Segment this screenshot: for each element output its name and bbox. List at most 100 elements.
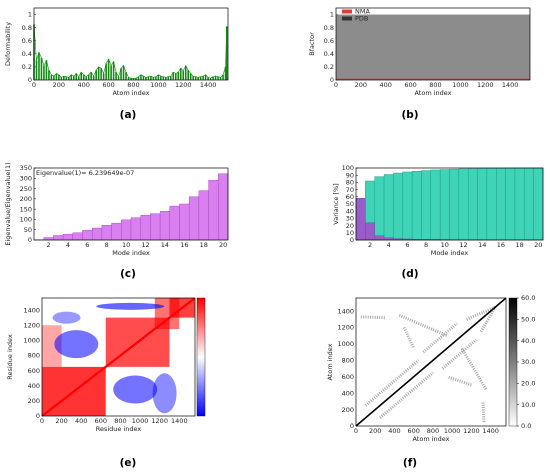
y-tick-label: 1 [28, 11, 32, 19]
contact-band [398, 313, 448, 338]
plot-frame [33, 7, 229, 81]
y-tick-label: 10 [346, 229, 354, 237]
y-axis-label: Residue index [6, 334, 14, 380]
y-tick-label: 0.8 [22, 24, 32, 32]
x-tick-label: 1000 [132, 417, 149, 425]
y-tick-label: 0 [350, 236, 354, 244]
y-tick-label: 30 [346, 215, 354, 223]
y-tick-label: 0 [330, 76, 334, 84]
x-tick-label: 6 [405, 241, 409, 249]
y-tick-label: 60 [346, 193, 354, 201]
y-axis-label: Bfactor [308, 32, 316, 56]
diagonal-line [355, 297, 507, 427]
y-tick-label: 70 [346, 186, 354, 194]
cumulative-variance-bar [374, 176, 385, 241]
y-axis-label: Eigenvalue/Eigenvalue(1) [4, 162, 12, 245]
x-axis-label: Mode index [112, 249, 150, 257]
x-tick-label: 1200 [151, 417, 168, 425]
cumulative-variance-bar [458, 168, 469, 241]
cumulative-variance-bar [514, 167, 525, 241]
x-tick-label: 800 [429, 81, 441, 89]
eigenvalue-bar [82, 229, 93, 241]
y-tick-label: 250 [20, 185, 32, 193]
x-tick-label: 1200 [477, 81, 494, 89]
panel-d-variance-plot: 2 4 6 8 10 12 14 16 18 200102030405060708090100Mo… [332, 164, 544, 257]
y-tick-label: 0.4 [22, 50, 32, 58]
y-tick-label: 50 [346, 200, 354, 208]
y-tick-label: 0.2 [22, 63, 32, 71]
y-tick-label: 600 [28, 367, 40, 375]
x-axis-label: Mode index [431, 249, 469, 257]
panel-label-f: (f) [403, 457, 417, 469]
y-axis-label: Deformability [4, 22, 12, 66]
eigenvalue-bar [169, 205, 180, 241]
eigenvalue-annotation: Eigenvalue(1)= 6.239649e-07 [36, 169, 134, 177]
cumulative-variance-bar [402, 171, 413, 241]
eigenvalue-bar [43, 237, 54, 241]
colorbar-tick-label: 40.0 [521, 337, 535, 345]
colorbar-tick-label: 0.0 [521, 422, 531, 430]
negative-correlation-region [54, 330, 99, 359]
plot-frame [355, 297, 507, 427]
individual-variance-bar [355, 198, 366, 241]
x-tick-label: 0 [354, 427, 358, 435]
x-axis-label: Atom index [412, 435, 449, 443]
eigenvalue-bar [140, 215, 151, 241]
x-tick-label: 600 [404, 81, 416, 89]
panel-label-e: (e) [120, 457, 137, 469]
eigenvalue-bar [111, 222, 122, 241]
panel-c-eigenvalue-plot: 2 4 6 8 10 12 14 16 18 20050100150200250300350Mod… [4, 162, 229, 257]
x-tick-label: 2 [368, 241, 372, 249]
x-tick-label: 200 [55, 417, 67, 425]
x-tick-label: 800 [127, 81, 139, 89]
y-tick-label: 1000 [337, 340, 354, 348]
x-tick-label: 1400 [200, 81, 217, 89]
x-tick-label: 400 [380, 81, 392, 89]
x-tick-label: 20 [534, 241, 542, 249]
contact-band [402, 326, 416, 349]
contact-band [460, 347, 488, 390]
colorbar-tick-label: 60.0 [521, 294, 535, 302]
x-tick-label: 20 [219, 241, 227, 249]
x-tick-label: 200 [355, 81, 367, 89]
colorbar-tick-label: 30.0 [521, 358, 535, 366]
x-tick-label: 4 [66, 241, 70, 249]
x-tick-label: 14 [478, 241, 486, 249]
cumulative-variance-bar [477, 168, 488, 241]
x-tick-label: 400 [78, 81, 90, 89]
x-tick-label: 18 [200, 241, 208, 249]
y-axis-label: Atom index [326, 343, 334, 380]
cumulative-variance-bar [411, 171, 422, 241]
eigenvalue-bar [188, 196, 200, 241]
y-tick-label: 0.6 [22, 37, 32, 45]
y-tick-label: 90 [346, 171, 354, 179]
x-tick-label: 800 [427, 427, 439, 435]
y-tick-label: 0.4 [324, 50, 334, 58]
x-tick-label: 12 [141, 241, 149, 249]
x-axis-label: Atom index [112, 89, 149, 97]
negative-correlation-region [52, 311, 81, 324]
cumulative-variance-bar [505, 167, 516, 241]
x-tick-label: 14 [161, 241, 169, 249]
x-tick-label: 600 [102, 81, 114, 89]
x-tick-label: 1000 [444, 427, 461, 435]
x-tick-label: 8 [105, 241, 109, 249]
cumulative-variance-bar [496, 167, 506, 241]
y-tick-label: 0 [350, 422, 354, 430]
cumulative-variance-bar [449, 168, 460, 241]
colorbar-tick-label: 20.0 [521, 380, 535, 388]
x-tick-label: 1400 [502, 81, 519, 89]
contact-band [422, 322, 458, 354]
y-tick-label: 800 [342, 357, 354, 365]
heatmap-body [42, 298, 195, 416]
y-tick-label: 0 [28, 76, 32, 84]
y-tick-label: 1400 [23, 306, 40, 314]
deformability-line [33, 24, 228, 80]
y-tick-label: 100 [342, 164, 354, 172]
x-tick-label: 16 [180, 241, 188, 249]
y-tick-label: 300 [20, 174, 32, 182]
y-tick-label: 350 [20, 164, 32, 172]
pdb-area [336, 14, 530, 80]
colorbar [508, 297, 518, 427]
